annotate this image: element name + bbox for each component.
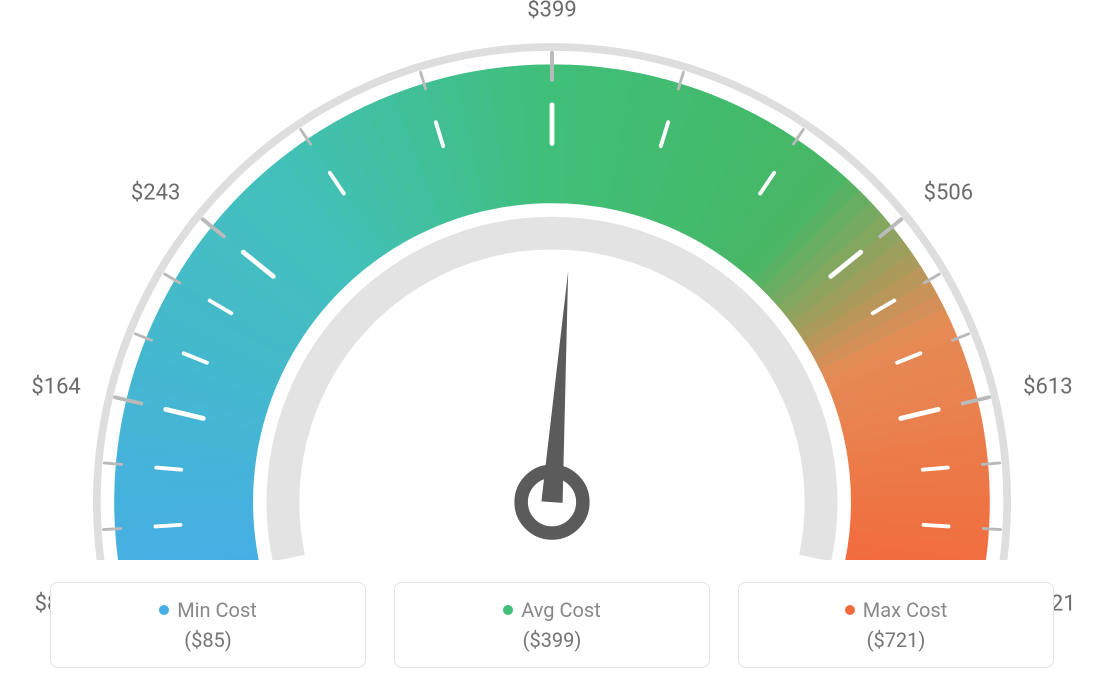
legend-title-avg: Avg Cost [503,598,601,622]
legend-dot-max [845,605,855,615]
legend-row: Min Cost ($85) Avg Cost ($399) Max Cost … [50,582,1054,668]
legend-value-max: ($721) [867,628,926,652]
legend-dot-avg [503,605,513,615]
legend-dot-min [159,605,169,615]
legend-label-max: Max Cost [863,598,948,622]
legend-card-max: Max Cost ($721) [738,582,1054,668]
gauge-tick-label: $399 [527,0,576,23]
gauge-tick-label: $506 [924,180,973,205]
gauge-tick-label: $243 [131,180,180,205]
legend-title-min: Min Cost [159,598,257,622]
legend-title-max: Max Cost [845,598,948,622]
cost-gauge: $85$164$243$399$506$613$721 [42,20,1062,560]
legend-value-min: ($85) [184,628,232,652]
legend-value-avg: ($399) [523,628,582,652]
legend-label-min: Min Cost [177,598,257,622]
legend-card-min: Min Cost ($85) [50,582,366,668]
gauge-tick-label: $164 [31,375,80,400]
legend-card-avg: Avg Cost ($399) [394,582,710,668]
gauge-tick-label: $613 [1023,375,1072,400]
legend-label-avg: Avg Cost [521,598,601,622]
gauge-svg [42,20,1062,560]
